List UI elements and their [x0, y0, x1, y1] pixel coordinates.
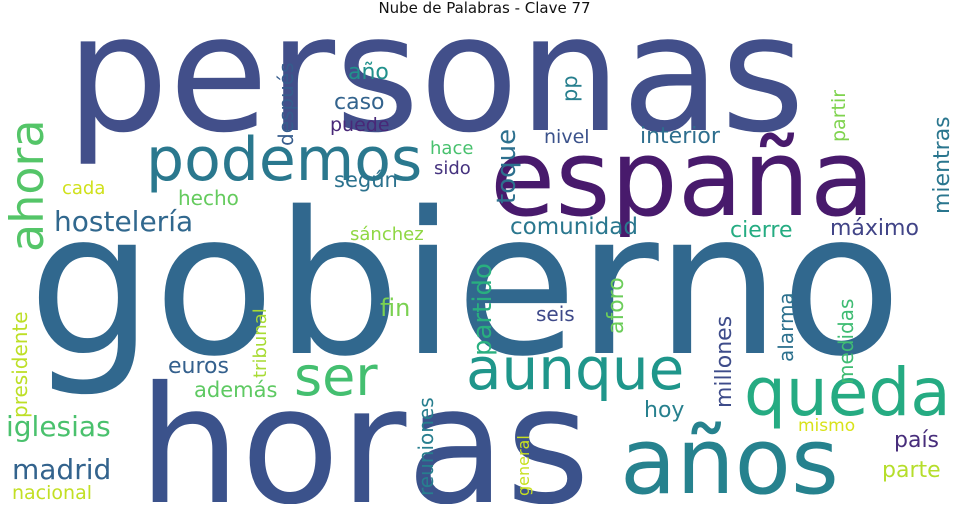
word: país	[894, 428, 940, 453]
word: presidente	[8, 311, 32, 418]
word: tribunal	[250, 308, 271, 378]
word: puede	[330, 114, 390, 136]
word: después	[274, 62, 298, 146]
figure-title: Nube de Palabras - Clave 77	[378, 0, 591, 17]
word: ahora	[8, 119, 54, 252]
word: comunidad	[510, 214, 638, 240]
word: aunque	[466, 335, 685, 403]
word: nivel	[544, 126, 590, 148]
word: mientras	[930, 116, 955, 214]
word: euros	[168, 354, 229, 379]
word: sido	[434, 158, 471, 179]
word: podemos	[146, 125, 423, 195]
word: alarma	[774, 292, 798, 362]
word: iglesias	[8, 410, 111, 443]
word: hoy	[644, 398, 685, 423]
word: personas	[66, 18, 805, 169]
word: hostelería	[54, 205, 194, 238]
word: medidas	[834, 298, 858, 384]
word: reuniones	[414, 397, 438, 496]
word: año	[348, 60, 389, 85]
word: millones	[712, 315, 737, 408]
word: interior	[640, 124, 720, 149]
word: seis	[536, 302, 575, 326]
word: queda	[744, 354, 951, 431]
word: mismo	[798, 416, 856, 436]
word: ser	[294, 345, 378, 408]
word: españa	[490, 117, 875, 240]
word: sánchez	[350, 224, 424, 245]
word-cloud: personas gobierno horas españa años pode…	[8, 18, 960, 504]
word: aforo	[604, 277, 629, 334]
word: partido	[468, 263, 498, 356]
word: toque	[492, 128, 522, 204]
word: parte	[882, 458, 941, 483]
word: hecho	[178, 186, 239, 210]
word: horas	[138, 353, 591, 504]
word: gobierno	[28, 169, 902, 400]
word: fin	[380, 294, 411, 322]
word: nacional	[12, 482, 92, 504]
word: pp	[558, 75, 582, 102]
word: cierre	[730, 218, 793, 243]
word: años	[620, 408, 839, 505]
word: general	[514, 435, 533, 496]
word: según	[334, 168, 398, 192]
word: caso	[334, 90, 385, 115]
word: partir	[828, 89, 850, 142]
word: madrid	[12, 453, 112, 486]
word: hace	[430, 138, 474, 159]
word: además	[194, 378, 278, 402]
word: cada	[62, 178, 106, 199]
word: máximo	[830, 216, 919, 241]
